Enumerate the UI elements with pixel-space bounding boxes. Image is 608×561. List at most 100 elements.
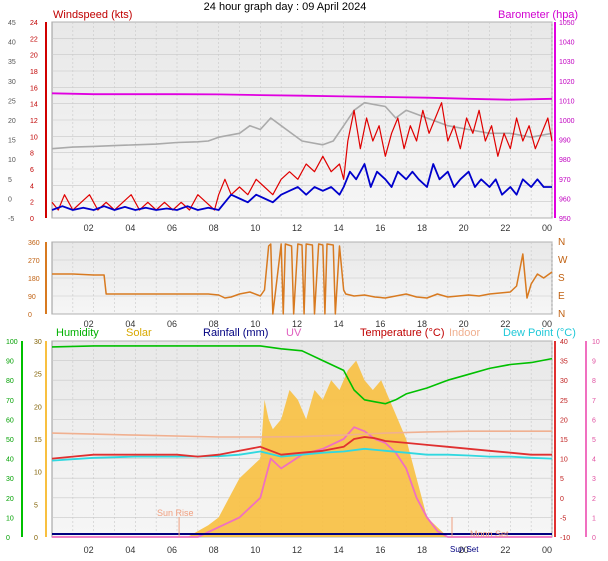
- y-tick-label: 15: [34, 437, 42, 444]
- x-tick-label: 14: [334, 545, 344, 555]
- x-tick-label: 20: [459, 319, 469, 329]
- y-tick-label: 50: [6, 437, 14, 444]
- sunset-label: Sun Set: [450, 545, 479, 554]
- legend-temperature: Temperature (°C): [360, 327, 444, 339]
- y2-tick-label: 1: [592, 515, 596, 522]
- y-tick-label: 80: [6, 378, 14, 385]
- y2-tick-label: 0: [592, 535, 596, 542]
- y-tick-label: 30: [6, 476, 14, 483]
- moonset-label: Moon Set: [470, 529, 509, 539]
- y2-tick-label: 40: [560, 339, 568, 346]
- y2-tick-label: 8: [592, 378, 596, 385]
- x-tick-label: 06: [167, 223, 177, 233]
- y-tick-label: 10: [6, 515, 14, 522]
- y2-tick-label: 10: [560, 457, 568, 464]
- y-tick-label: 270: [28, 258, 40, 265]
- y-tick-label: 16: [30, 85, 38, 92]
- x-tick-label: 12: [292, 319, 302, 329]
- y-tick-label: 30: [34, 339, 42, 346]
- y2-tick-label: 25: [560, 398, 568, 405]
- y2-tick-label: 1010: [559, 98, 575, 105]
- y-tick-label: 10: [30, 134, 38, 141]
- y-tick-label: 90: [28, 294, 36, 301]
- y-tick-label: 40: [6, 457, 14, 464]
- x-tick-label: 08: [209, 223, 219, 233]
- y2-tick-label: 7: [592, 398, 596, 405]
- y-tick-label: 360: [28, 240, 40, 247]
- y2-tick-label: 1000: [559, 118, 575, 125]
- legend-humidity: Humidity: [56, 327, 99, 339]
- y2-tick-label: 960: [559, 196, 571, 203]
- y2-tick-label: 4: [592, 457, 596, 464]
- indoor-temperature-line: [51, 430, 552, 438]
- chart-title: 24 hour graph day : 09 April 2024: [204, 1, 367, 13]
- y2-tick-label: -10: [560, 535, 570, 542]
- y-tick-label: 10: [34, 470, 42, 477]
- x-tick-label: 18: [417, 319, 427, 329]
- y-tick-label: 45: [8, 20, 16, 27]
- x-tick-label: 02: [84, 545, 94, 555]
- compass-label: N: [558, 237, 565, 248]
- legend-rainfall: Rainfall (mm): [203, 327, 268, 339]
- y2-tick-label: 20: [560, 417, 568, 424]
- y2-tick-label: 35: [560, 359, 568, 366]
- x-tick-label: 10: [250, 319, 260, 329]
- wind-trend-line: [51, 101, 553, 150]
- wind-direction-line: [52, 243, 553, 315]
- sunrise-label: Sun Rise: [157, 508, 194, 518]
- y-tick-label: 20: [30, 53, 38, 60]
- x-tick-label: 06: [167, 319, 177, 329]
- y2-tick-label: 990: [559, 138, 571, 145]
- legend-indoor: Indoor: [449, 327, 481, 339]
- wind-gust-line: [51, 102, 553, 211]
- x-tick-label: 04: [125, 223, 135, 233]
- y2-tick-label: 2: [592, 496, 596, 503]
- x-tick-label: 22: [500, 545, 510, 555]
- y2-tick-label: 980: [559, 157, 571, 164]
- y-tick-label: 5: [34, 502, 38, 509]
- x-tick-label: 22: [500, 223, 510, 233]
- baro-axis-title: Barometer (hpa): [498, 9, 578, 21]
- x-tick-label: 00: [542, 545, 552, 555]
- legend-dewpoint: Dew Point (°C): [503, 327, 576, 339]
- x-tick-label: 02: [84, 223, 94, 233]
- x-tick-label: 04: [125, 319, 135, 329]
- y2-tick-label: 1030: [559, 59, 575, 66]
- y-tick-label: 40: [8, 40, 16, 47]
- y2-tick-label: 10: [592, 339, 600, 346]
- y2-tick-label: 3: [592, 476, 596, 483]
- compass-label: S: [558, 273, 565, 284]
- wind-average-line: [51, 163, 552, 211]
- y-tick-label: 6: [30, 167, 34, 174]
- y-tick-label: 22: [30, 36, 38, 43]
- y-tick-label: 70: [6, 398, 14, 405]
- x-tick-label: 00: [542, 319, 552, 329]
- y-tick-label: 180: [28, 276, 40, 283]
- y-tick-label: 4: [30, 183, 34, 190]
- compass-label: W: [558, 255, 568, 266]
- y2-tick-label: 1020: [559, 79, 575, 86]
- x-tick-label: 08: [209, 319, 219, 329]
- y2-tick-label: 30: [560, 378, 568, 385]
- x-tick-label: 02: [84, 319, 94, 329]
- y-tick-label: 25: [8, 98, 16, 105]
- y-tick-label: 0: [30, 216, 34, 223]
- y-tick-label: 100: [6, 339, 18, 346]
- y-tick-label: 0: [28, 312, 32, 319]
- y2-tick-label: 1040: [559, 40, 575, 47]
- y-tick-label: 8: [30, 151, 34, 158]
- x-tick-label: 14: [334, 319, 344, 329]
- x-tick-label: 12: [292, 223, 302, 233]
- x-tick-label: 22: [500, 319, 510, 329]
- y-tick-label: 10: [8, 157, 16, 164]
- y-tick-label: 15: [8, 138, 16, 145]
- uv-line: [52, 426, 552, 538]
- x-tick-label: 16: [375, 223, 385, 233]
- wind-axis-title: Windspeed (kts): [53, 9, 132, 21]
- y-tick-label: 14: [30, 102, 38, 109]
- y-tick-label: 20: [8, 118, 16, 125]
- y-tick-label: 30: [8, 79, 16, 86]
- compass-label: N: [558, 309, 565, 320]
- y-tick-label: 60: [6, 417, 14, 424]
